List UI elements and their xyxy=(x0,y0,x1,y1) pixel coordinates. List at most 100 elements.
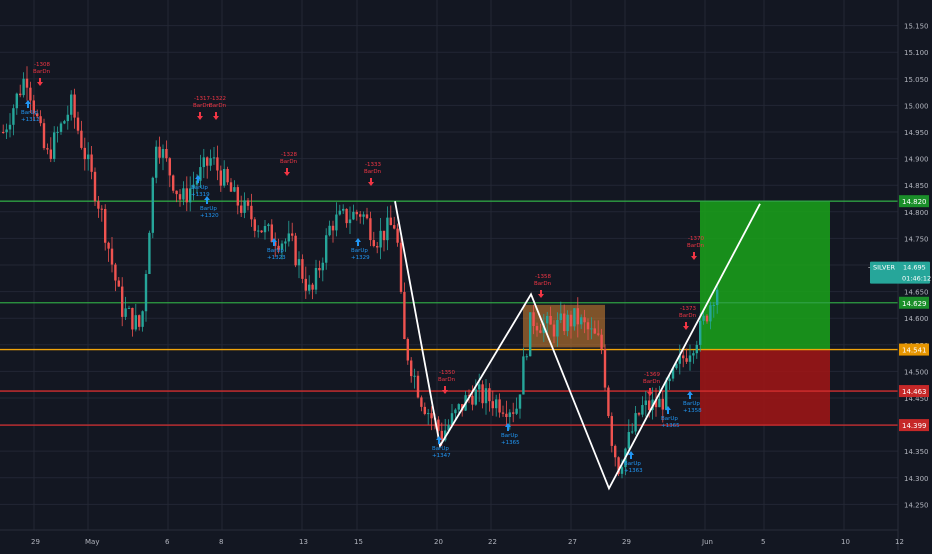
price-tick-label: 14.850 xyxy=(904,182,929,190)
signal-type: BarUp xyxy=(661,416,678,422)
candle-body xyxy=(158,146,161,158)
signal-type: BarUp xyxy=(351,248,368,254)
signal-id: -1322 xyxy=(210,96,226,102)
candle-body xyxy=(699,320,702,345)
candle-body xyxy=(263,226,267,233)
candle-body xyxy=(46,148,49,150)
signal-type: BarDn xyxy=(193,103,211,109)
signal-id: -1317 xyxy=(194,96,210,102)
zigzag-pattern[interactable] xyxy=(394,201,761,491)
candle-body xyxy=(161,148,165,158)
signal-id: -1328 xyxy=(281,152,297,158)
candle-body xyxy=(515,408,518,414)
level-price-label: 14.541 xyxy=(902,347,927,355)
candle-body xyxy=(362,214,365,217)
current-price-tag xyxy=(870,261,930,284)
candle-body xyxy=(688,355,692,362)
candle-body xyxy=(124,308,127,317)
candle-body xyxy=(440,430,443,441)
candle-body xyxy=(512,412,515,414)
candle-body xyxy=(284,241,287,244)
candle-body xyxy=(104,209,107,243)
candle-body xyxy=(600,334,603,350)
signal-id: -1373 xyxy=(680,306,696,312)
candle-body xyxy=(603,349,607,388)
candle-body xyxy=(705,315,709,322)
price-tick-label: 15.100 xyxy=(904,49,929,57)
candle-body xyxy=(610,416,613,446)
candle-body xyxy=(437,419,440,431)
price-tick-label: 14.800 xyxy=(904,209,929,217)
candle-body xyxy=(134,315,137,330)
candle-body xyxy=(206,157,209,166)
candle-body xyxy=(141,311,144,327)
candle-body xyxy=(580,317,583,325)
time-tick-label: May xyxy=(85,538,99,546)
zigzag-line[interactable] xyxy=(394,201,761,491)
candle-body xyxy=(389,217,392,226)
signal-id: -1333 xyxy=(365,162,381,168)
candle-body xyxy=(447,424,450,431)
candle-body xyxy=(518,394,522,409)
candle-body xyxy=(270,224,273,243)
candle-body xyxy=(182,188,185,200)
signal-id: +1358 xyxy=(683,408,702,414)
time-tick-label: 20 xyxy=(434,538,443,546)
candle-body xyxy=(148,232,151,275)
candle-body xyxy=(376,246,379,248)
price-tick-label: 15.000 xyxy=(904,102,929,110)
candle-body xyxy=(552,324,556,337)
candle-body xyxy=(308,284,311,291)
candle-body xyxy=(678,355,681,364)
candle-body xyxy=(546,315,549,324)
candle-body xyxy=(410,360,413,377)
candle-body xyxy=(607,387,610,417)
candle-body xyxy=(155,146,158,178)
level-price-label: 14.629 xyxy=(902,300,927,308)
candle-body xyxy=(311,284,314,290)
candle-body xyxy=(471,395,474,405)
candle-body xyxy=(301,259,304,279)
candle-body xyxy=(236,187,239,206)
candle-body xyxy=(597,333,600,335)
signal-id: +1319 xyxy=(191,192,210,198)
candle-body xyxy=(525,356,528,358)
candle-body xyxy=(420,397,423,407)
time-tick-label: 13 xyxy=(299,538,308,546)
arrow-down-icon xyxy=(213,112,219,120)
signal-type: BarDn xyxy=(209,103,227,109)
candle-body xyxy=(297,259,301,266)
signal-type: BarDn xyxy=(280,159,298,165)
candle-body xyxy=(716,289,719,305)
candle-body xyxy=(243,200,246,213)
candle-body xyxy=(178,194,182,200)
candle-body xyxy=(165,148,168,159)
arrow-down-icon xyxy=(37,78,43,86)
candle-body xyxy=(229,182,233,192)
candle-body xyxy=(386,217,389,241)
candle-body xyxy=(620,467,624,474)
price-tick-label: 14.750 xyxy=(904,235,929,243)
signal-type: BarDn xyxy=(438,377,456,383)
candle-body xyxy=(393,225,396,229)
level-price-tag xyxy=(899,385,929,398)
candle-body xyxy=(365,214,369,219)
arrow-down-icon xyxy=(197,112,203,120)
candle-body xyxy=(287,233,290,242)
candle-body xyxy=(29,87,32,101)
time-axis[interactable]: 29 May 6 8 13 15 20 22 27 29 Jun 5 10 12 xyxy=(0,529,904,546)
candle-body xyxy=(253,219,256,231)
candle-body xyxy=(335,214,338,231)
candle-body xyxy=(42,123,46,149)
candle-body xyxy=(617,457,620,474)
candle-body xyxy=(539,330,542,333)
signal-type: BarDn xyxy=(33,69,51,75)
candle-body xyxy=(83,147,86,160)
candle-body xyxy=(233,187,236,192)
level-price-label: 14.820 xyxy=(902,198,927,206)
arrow-down-icon xyxy=(683,322,689,330)
candle-body xyxy=(709,305,712,322)
candle-body xyxy=(692,353,695,356)
